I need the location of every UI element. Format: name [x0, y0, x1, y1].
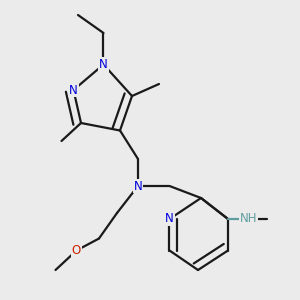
- Text: N: N: [165, 212, 174, 226]
- Text: NH: NH: [240, 212, 257, 226]
- Text: N: N: [134, 179, 142, 193]
- Text: O: O: [72, 244, 81, 257]
- Text: N: N: [99, 58, 108, 71]
- Text: N: N: [69, 83, 78, 97]
